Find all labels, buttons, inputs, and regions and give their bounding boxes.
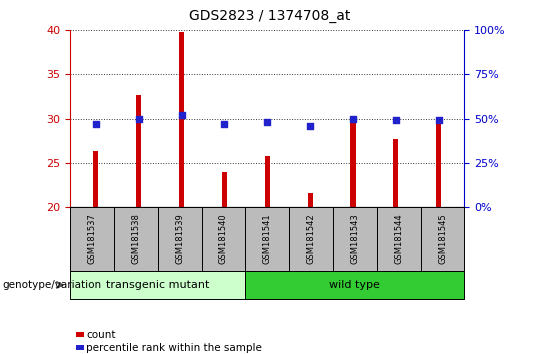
Bar (436, 120, 441, 207)
Text: GSM181538: GSM181538 (131, 213, 140, 264)
Point (92, 121, 100, 127)
Text: GDS2823 / 1374708_at: GDS2823 / 1374708_at (190, 9, 350, 23)
Point (177, 112, 186, 118)
Point (349, 116, 357, 121)
Bar (93, 152, 98, 207)
Text: GSM181541: GSM181541 (263, 213, 272, 264)
Bar (136, 95, 141, 207)
Bar (265, 156, 270, 207)
Bar (179, 32, 184, 207)
Text: GSM181544: GSM181544 (394, 213, 403, 264)
Text: GSM181545: GSM181545 (438, 213, 447, 264)
Text: GSM181543: GSM181543 (350, 213, 360, 264)
Bar (350, 116, 355, 207)
Point (306, 123, 314, 129)
Text: transgenic mutant: transgenic mutant (106, 280, 210, 290)
Text: GSM181539: GSM181539 (175, 213, 184, 264)
Text: percentile rank within the sample: percentile rank within the sample (86, 343, 262, 353)
Point (263, 119, 272, 125)
Bar (222, 172, 227, 207)
Text: wild type: wild type (329, 280, 380, 290)
Bar (308, 193, 313, 207)
Text: GSM181540: GSM181540 (219, 213, 228, 264)
Point (134, 116, 143, 121)
Text: GSM181542: GSM181542 (307, 213, 315, 264)
Text: genotype/variation: genotype/variation (3, 280, 102, 290)
Bar (393, 139, 399, 207)
Text: count: count (86, 330, 116, 339)
Point (434, 118, 443, 123)
Text: GSM181537: GSM181537 (87, 213, 97, 264)
Point (392, 118, 400, 123)
Point (220, 121, 229, 127)
